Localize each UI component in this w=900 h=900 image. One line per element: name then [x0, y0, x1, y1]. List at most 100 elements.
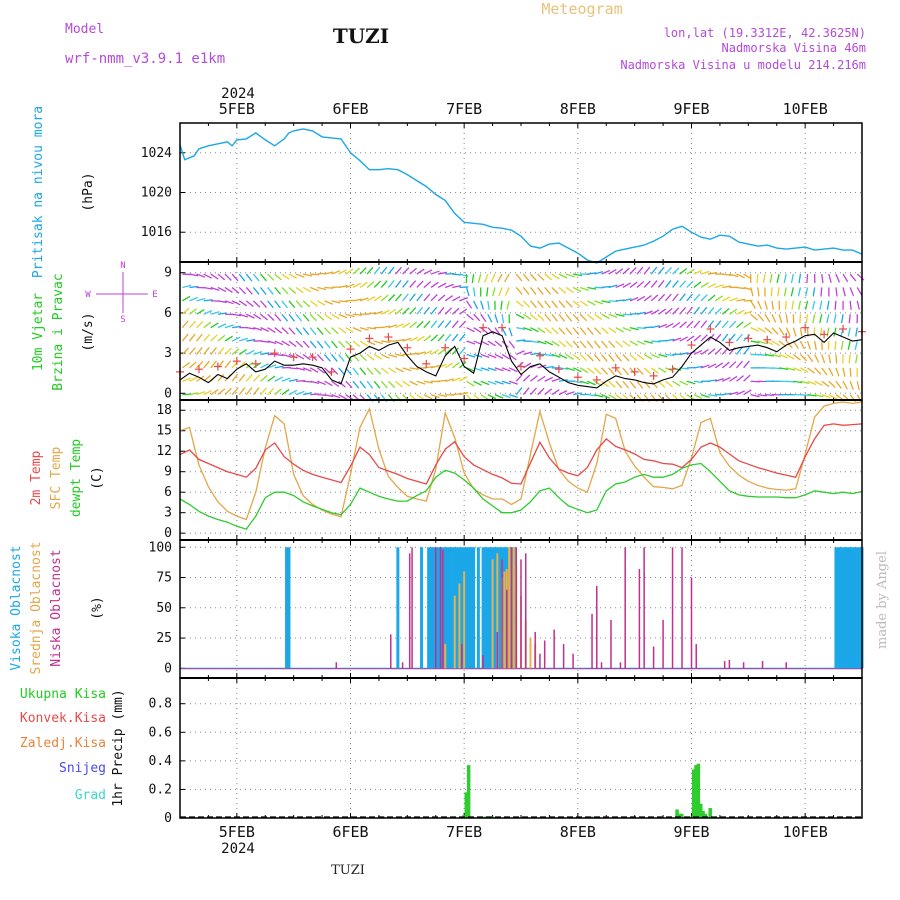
- wind-barb: [586, 367, 595, 374]
- wind-barb: [821, 367, 828, 376]
- wind-barb: [786, 367, 796, 371]
- wind-barb: [246, 327, 256, 330]
- wind-barb: [381, 325, 391, 329]
- wind-barb: [224, 335, 233, 342]
- wind-barb: [324, 367, 332, 375]
- wind-barb: [288, 313, 296, 322]
- plots-layer: 10161020102403690369121518025507510000.2…: [141, 100, 866, 841]
- wind-barb: [629, 296, 639, 302]
- wind-barb: [267, 287, 274, 295]
- wind-barb: [807, 354, 814, 363]
- y-tick-label: 0: [164, 386, 172, 401]
- wind-barb: [224, 324, 234, 329]
- wind-barb: [849, 367, 852, 377]
- cloud-bar: [390, 634, 392, 669]
- wind-barb: [196, 347, 203, 355]
- wind-barb: [274, 273, 282, 281]
- wind-barb: [423, 350, 433, 356]
- wind-barb: [238, 348, 248, 355]
- wind-barb: [274, 313, 282, 322]
- wind-barb: [480, 313, 487, 323]
- wind-barb: [537, 287, 544, 295]
- day-label-bottom: 8FEB: [560, 823, 596, 841]
- wind-barb: [388, 353, 398, 358]
- y-tick-label: 15: [156, 424, 172, 439]
- wind-barb: [498, 287, 503, 297]
- wind-barb: [785, 327, 791, 337]
- wind-barb: [437, 307, 445, 315]
- wind-barb: [679, 280, 687, 288]
- dir-e-label: E: [152, 290, 157, 300]
- wind-barb: [693, 293, 701, 302]
- wind-barb: [764, 300, 768, 310]
- cloud-bar: [486, 547, 490, 669]
- wind-barb: [573, 380, 583, 384]
- cloud-bar: [460, 547, 464, 669]
- wind-barb: [380, 309, 390, 315]
- wind-barb: [629, 267, 637, 275]
- wind-barb: [345, 354, 353, 362]
- wind-barb: [672, 293, 679, 302]
- wind-barb: [430, 306, 438, 315]
- wind-barb: [480, 300, 485, 310]
- wind-barb: [395, 367, 404, 373]
- wind-barb: [458, 347, 466, 355]
- y-tick-label: 75: [156, 571, 172, 586]
- wind-barb: [430, 293, 438, 302]
- wind-barb: [373, 367, 382, 375]
- wind-barb: [805, 287, 809, 297]
- wind-barb: [572, 367, 582, 373]
- precip-unit: 1hr Precip (mm): [111, 689, 126, 806]
- wind-barb: [770, 287, 773, 297]
- wind-barb: [777, 287, 780, 297]
- wind-barb: [799, 314, 802, 324]
- wind-barb: [601, 269, 611, 275]
- wind-barb: [807, 393, 817, 397]
- wind-barb: [856, 273, 865, 281]
- cloud-bar: [435, 547, 437, 669]
- wind-barb: [736, 375, 744, 382]
- wind-barb: [416, 335, 425, 342]
- wind-barb: [807, 367, 816, 374]
- wind-barb: [210, 322, 219, 329]
- wind-barb: [643, 367, 652, 375]
- wind-barb: [523, 313, 532, 320]
- wind-barb: [722, 285, 732, 289]
- wind-barb: [813, 340, 817, 351]
- cloud-bar: [442, 549, 444, 669]
- wind-barb: [693, 380, 703, 384]
- wind-barb: [373, 280, 381, 288]
- wind-unit: (m/s): [81, 312, 96, 351]
- wind-barb: [700, 364, 710, 369]
- wind-barb: [494, 314, 499, 324]
- wind-barb: [636, 380, 644, 389]
- wind-barb: [651, 325, 661, 329]
- wind-barb: [757, 340, 767, 345]
- wind-barb: [515, 287, 523, 295]
- wind-barb: [501, 380, 511, 385]
- wind-barb: [338, 300, 348, 303]
- y-tick-label: 9: [164, 266, 172, 281]
- cloud-bar: [488, 547, 492, 669]
- cloud-bar: [431, 547, 435, 669]
- wind-barb: [743, 374, 751, 382]
- wind-barb: [551, 273, 560, 280]
- wind-barb: [558, 367, 568, 370]
- wind-barb: [579, 340, 587, 349]
- precip-legend-conv: Konvek.Kisa: [20, 711, 106, 726]
- wind-barb: [750, 300, 756, 309]
- wind-barb: [288, 389, 298, 396]
- wind-barb: [387, 280, 395, 288]
- cloud-bar: [439, 547, 442, 669]
- wind-barb: [210, 360, 217, 369]
- wind-barb: [302, 300, 311, 308]
- wind-barb: [472, 287, 476, 297]
- wind-barb: [437, 348, 446, 355]
- cloud-bar: [836, 547, 840, 669]
- wind-barb: [373, 310, 383, 315]
- wind-barb: [828, 367, 834, 377]
- wind-barb: [437, 320, 445, 329]
- wind-barb: [686, 394, 695, 401]
- wind-barb: [579, 327, 587, 336]
- wind-barb: [657, 266, 665, 275]
